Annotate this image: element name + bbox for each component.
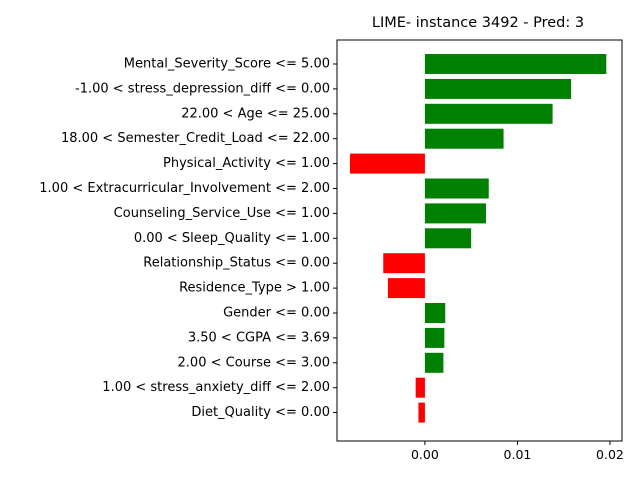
bar-6 [424, 203, 486, 224]
x-tick-label-1: 0.01 [504, 447, 532, 462]
y-label-9: Residence_Type > 1.00 [179, 281, 330, 296]
bar-3 [424, 128, 504, 149]
y-label-4: Physical_Activity <= 1.00 [163, 156, 330, 171]
y-label-14: Diet_Quality <= 0.00 [191, 405, 330, 420]
bar-10 [424, 303, 446, 323]
y-label-3: 18.00 < Semester_Credit_Load <= 22.00 [61, 131, 330, 146]
y-label-8: Relationship_Status <= 0.00 [143, 256, 330, 271]
y-label-10: Gender <= 0.00 [223, 306, 330, 321]
bar-9 [387, 278, 425, 299]
bar-14 [418, 402, 425, 423]
y-label-7: 0.00 < Sleep_Quality <= 1.00 [134, 231, 330, 246]
x-ticks: 0.00 0.01 0.02 [411, 441, 624, 462]
bar-7 [424, 228, 472, 249]
bar-8 [383, 253, 425, 274]
chart-title: LIME- instance 3492 - Pred: 3 [372, 15, 584, 31]
bar-0 [424, 54, 607, 74]
bar-1 [424, 78, 572, 99]
y-label-13: 1.00 < stress_anxiety_diff <= 2.00 [102, 380, 330, 395]
x-tick-label-2: 0.02 [596, 447, 624, 462]
y-label-6: Counseling_Service_Use <= 1.00 [114, 206, 330, 221]
y-tick-labels: Mental_Severity_Score <= 5.00 -1.00 < str… [39, 57, 337, 420]
bar-4 [349, 153, 425, 174]
x-tick-label-0: 0.00 [411, 447, 439, 462]
bar-2 [424, 103, 553, 124]
bar-13 [415, 377, 425, 398]
y-label-12: 2.00 < Course <= 3.00 [178, 355, 330, 370]
bar-5 [424, 178, 489, 199]
y-label-0: Mental_Severity_Score <= 5.00 [124, 57, 330, 72]
y-label-5: 1.00 < Extracurricular_Involvement <= 2.… [39, 181, 330, 196]
y-label-11: 3.50 < CGPA <= 3.69 [188, 330, 330, 345]
y-label-1: -1.00 < stress_depression_diff <= 0.00 [75, 81, 330, 96]
y-label-2: 22.00 < Age <= 25.00 [181, 106, 330, 121]
bars-group [349, 54, 607, 423]
plot-frame [336, 39, 623, 442]
bar-12 [424, 352, 444, 373]
bar-11 [424, 327, 445, 348]
